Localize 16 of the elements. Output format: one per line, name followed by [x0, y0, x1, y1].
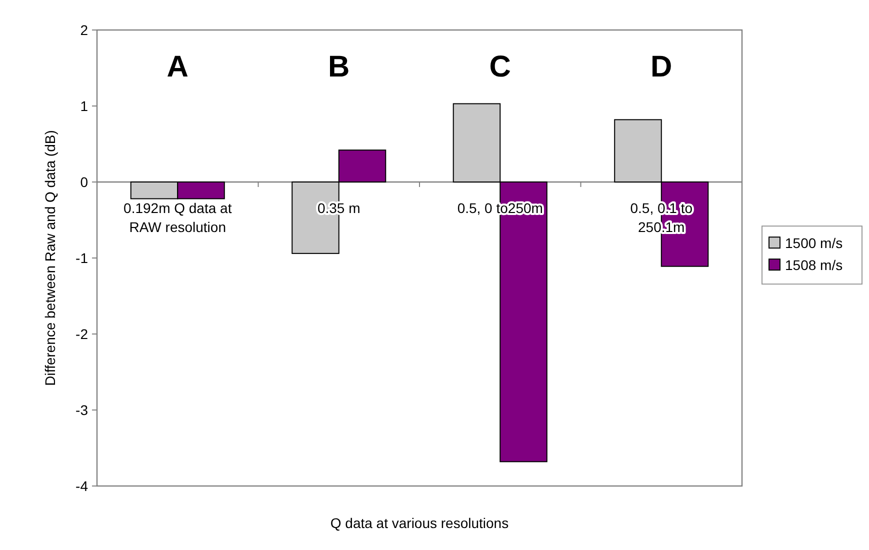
legend-label: 1500 m/s — [785, 234, 843, 251]
y-tick-label: -2 — [76, 326, 88, 342]
y-axis-title: Difference between Raw and Q data (dB) — [42, 130, 58, 386]
annotation: C — [489, 50, 511, 84]
x-tick-label: 0.192m Q data at RAW resolution — [124, 200, 232, 235]
y-tick-label: -1 — [76, 250, 88, 266]
legend-label: 1508 m/s — [785, 256, 843, 273]
annotation: A — [166, 50, 188, 84]
y-tick-label: 0 — [80, 174, 88, 190]
annotation: D — [650, 50, 672, 84]
y-tick-label: 1 — [80, 98, 88, 114]
y-tick-label: 2 — [80, 22, 88, 38]
x-axis-title: Q data at various resolutions — [330, 515, 509, 531]
y-tick-label: -3 — [76, 402, 88, 418]
y-tick-label: -4 — [76, 478, 88, 494]
annotation: B — [328, 50, 350, 84]
